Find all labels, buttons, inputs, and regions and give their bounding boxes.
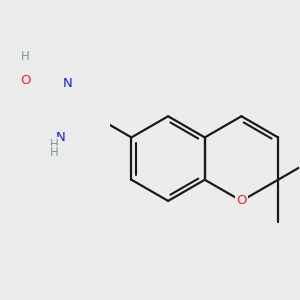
Text: N: N — [56, 130, 66, 144]
Text: N: N — [63, 77, 73, 90]
Text: O: O — [20, 74, 31, 87]
Text: O: O — [236, 194, 247, 207]
Text: H: H — [50, 146, 59, 159]
Text: H: H — [50, 138, 59, 151]
Text: H: H — [21, 50, 30, 63]
